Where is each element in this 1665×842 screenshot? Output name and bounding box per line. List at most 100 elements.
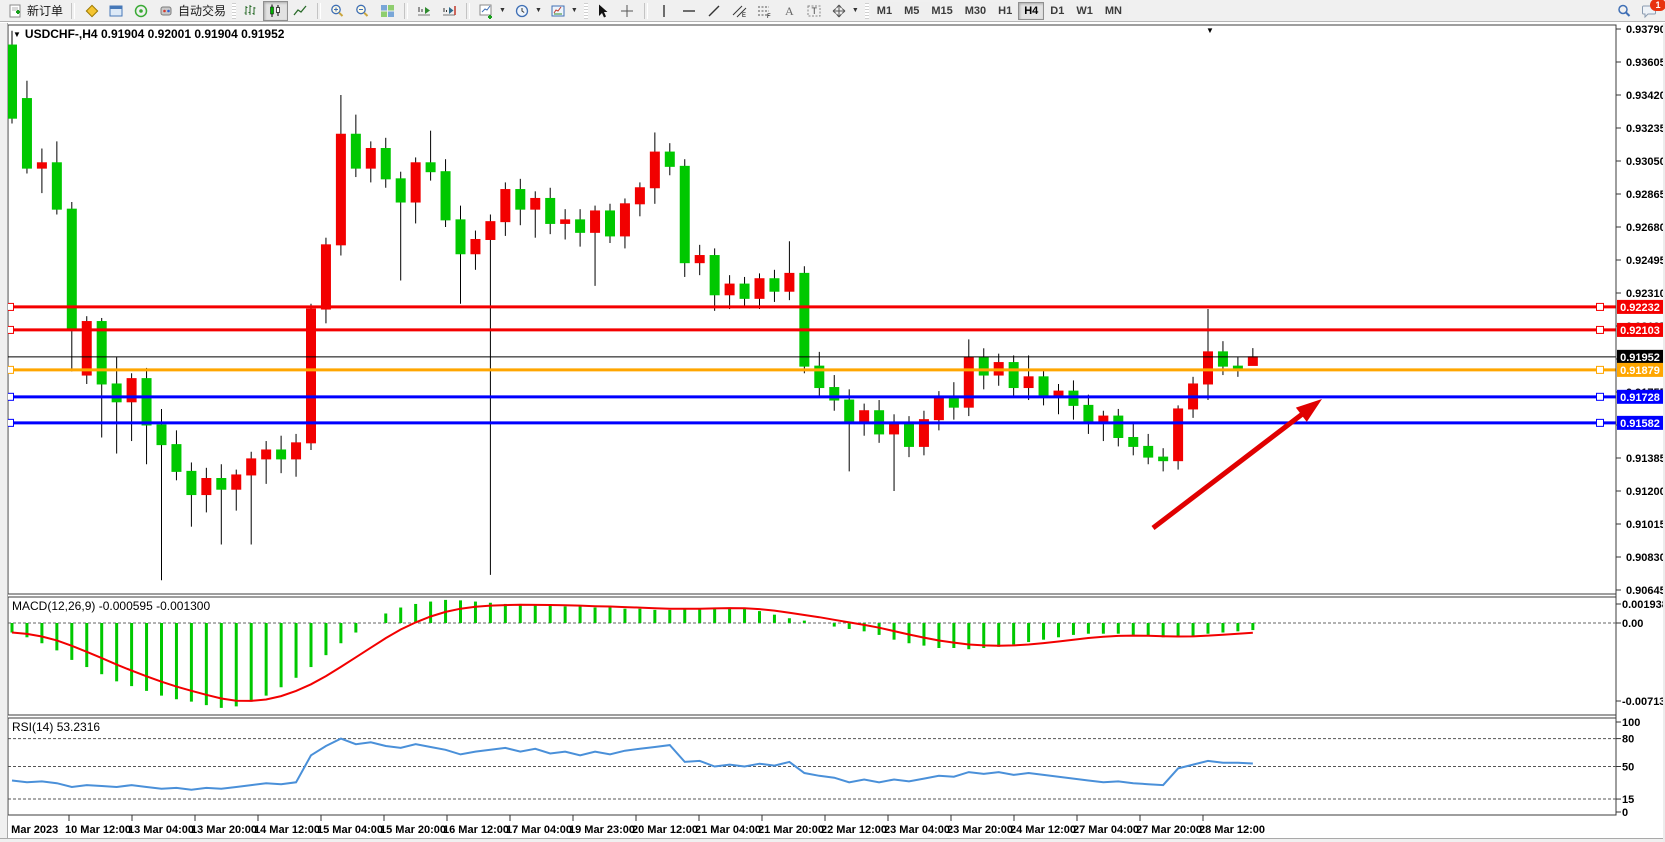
line-handle[interactable] [1596,418,1604,427]
bar-chart-mode-button[interactable] [238,1,263,21]
candle-body [201,478,212,496]
auto-scroll-button[interactable] [412,1,437,21]
rsi-indicator-label: RSI(14) 53.2316 [12,720,101,734]
vline-tool-button[interactable] [652,1,677,21]
text-label-tool-button[interactable]: T [802,1,827,21]
line-handle[interactable] [1596,302,1604,311]
candle-body [664,151,675,167]
svg-text:F: F [767,14,771,19]
price-tick-label: 0.90830 [1626,552,1665,564]
templates-button[interactable]: ▼ [546,1,582,21]
text-tool-button[interactable]: A [777,1,802,21]
chart-symbol-period: USDCHF-,H4 [24,27,98,41]
window-frame-right [1663,23,1665,842]
one-click-collapse-icon[interactable]: ▼ [1206,26,1214,35]
candle-body [1247,356,1258,366]
time-axis-label: 21 Mar 04:00 [695,824,761,836]
search-button[interactable] [1612,1,1637,21]
timeframe-h1-button[interactable]: H1 [992,1,1019,20]
toolbar: 新订单 自动交易 [0,0,1665,22]
candle-body [814,365,825,389]
timeframe-w1-button[interactable]: W1 [1070,1,1099,20]
toolbar-separator [643,2,648,19]
candle-body [350,133,361,169]
horizontal-line-icon [682,9,695,12]
toolbar-grip [864,2,869,19]
autotrade-button[interactable]: 自动交易 [154,1,230,21]
notification-badge[interactable]: 1 [1650,0,1665,11]
candle-body [889,422,900,435]
rsi-axis-label: 50 [1622,762,1634,774]
candle-body [66,208,77,331]
candle-body [515,189,526,210]
line-price-label-box [1617,322,1664,337]
price-tick-label: 0.90645 [1626,585,1665,597]
window-frame-left [0,23,8,842]
candlestick-mode-button[interactable] [263,0,289,21]
chart-title[interactable]: ▼ USDCHF-,H4 0.91904 0.92001 0.91904 0.91… [13,27,284,41]
gold-diamond-button[interactable] [79,1,104,21]
annotation-arrow-shaft[interactable] [1151,410,1307,530]
candle-body [276,449,287,460]
price-tick-label: 0.91015 [1626,519,1665,531]
macd-axis-label: -0.007132 [1622,696,1665,708]
candle-body [754,278,765,299]
crosshair-tool-button[interactable] [615,1,640,21]
new-chart-button[interactable]: ▼ [474,1,510,21]
price-tick-label: 0.92680 [1626,222,1665,234]
candle-body [171,444,182,472]
symbol-dropdown-icon[interactable]: ▼ [13,30,21,39]
price-tick-label: 0.93790 [1626,24,1665,36]
line-handle[interactable] [1596,365,1604,374]
line-chart-mode-button[interactable] [288,1,313,21]
macd-signal-value: -0.001300 [156,599,211,613]
candle-body [904,422,914,447]
tile-windows-button[interactable] [375,1,400,21]
line-handle[interactable] [1596,392,1604,401]
candle-body [306,308,316,444]
cursor-tool-button[interactable] [590,1,615,21]
candle-body [186,470,197,496]
candle-body [859,410,870,424]
price-tick-label: 0.91200 [1626,486,1665,498]
timeframe-m15-button[interactable]: M15 [925,1,959,20]
timeframe-d1-button[interactable]: D1 [1044,1,1071,20]
timeframe-toolbar: M1 M5 M15 M30 H1 H4 D1 W1 MN [870,1,1128,20]
new-order-label: 新订单 [27,4,64,18]
arrows-tool-button[interactable]: ▼ [827,1,863,21]
timeframe-h4-button[interactable]: H4 [1018,1,1045,20]
new-order-button[interactable]: 新订单 [3,1,67,21]
candle-body [948,397,959,408]
rsi-axis-label: 100 [1622,717,1640,729]
periods-button[interactable]: ▼ [510,1,546,21]
arrows-icon [832,4,846,17]
candle-body [380,148,391,180]
candle-body [111,383,122,403]
price-tick-label: 0.92495 [1626,255,1665,267]
tile-windows-icon [381,4,395,17]
zoom-in-button[interactable] [325,1,350,21]
timeframe-m1-button[interactable]: M1 [870,1,899,20]
line-price-label: 0.92232 [1620,302,1660,314]
signal-button[interactable] [129,1,154,21]
annotation-arrow-head[interactable] [1295,399,1322,422]
chart-shift-icon [443,5,456,15]
fibonacci-tool-button[interactable]: F [752,1,777,21]
window-button[interactable] [104,1,129,21]
line-handle[interactable] [1596,325,1604,334]
hline-tool-button[interactable] [677,1,702,21]
trendline-tool-button[interactable] [702,1,727,21]
timeframe-mn-button[interactable]: MN [1098,1,1128,20]
candle-body [918,419,929,447]
svg-text:T: T [811,6,817,16]
chart-shift-button[interactable] [437,1,462,21]
channel-tool-button[interactable]: E [727,1,752,21]
candle-body [425,162,436,173]
timeframe-m5-button[interactable]: M5 [898,1,926,20]
candle-body [246,458,257,476]
timeframe-m30-button[interactable]: M30 [958,1,993,20]
zoom-out-button[interactable] [350,1,375,21]
candle-body [291,442,302,460]
candle-body [1008,362,1019,389]
